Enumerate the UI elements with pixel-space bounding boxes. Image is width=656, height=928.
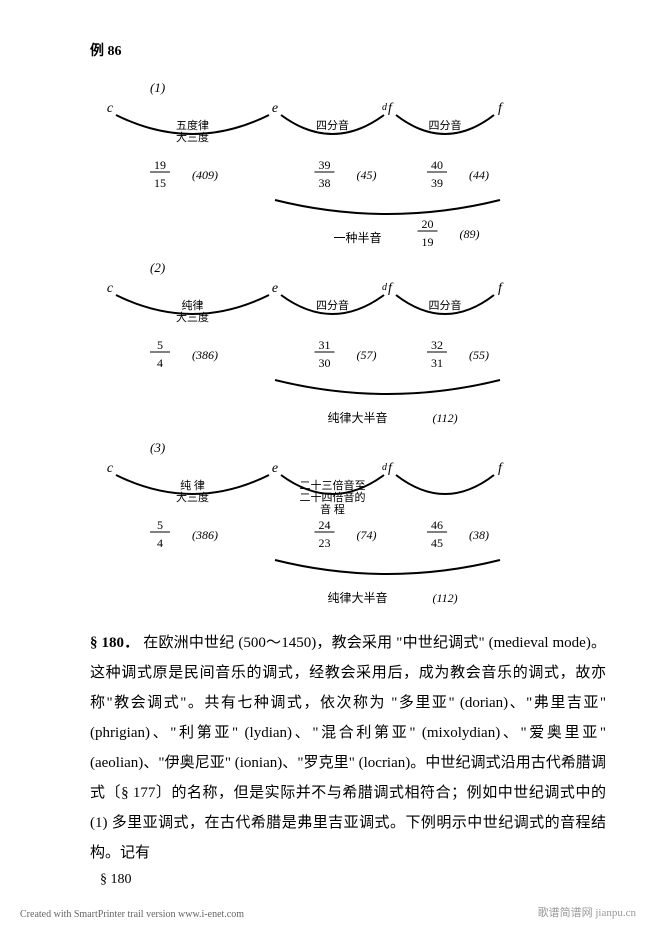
interval-label: 四分音: [429, 298, 462, 312]
fraction: 46 45 (38): [427, 518, 489, 550]
fraction: 40 39 (44): [427, 158, 489, 190]
interval-diagram: (3)cedff纯 律大三度二十三倍音至二十四倍音的音 程54(386)2423…: [90, 440, 606, 610]
interval-label: 纯 律: [180, 479, 205, 492]
svg-text:5: 5: [157, 518, 163, 532]
interval-label: 四分音: [429, 118, 462, 132]
svg-text:40: 40: [431, 158, 443, 172]
note-label: c: [107, 101, 114, 116]
svg-text:(45): (45): [357, 168, 377, 182]
section-number: § 180．: [90, 635, 139, 651]
diagram-number: (2): [150, 260, 606, 276]
top-arcs: cedff纯 律大三度二十三倍音至二十四倍音的音 程54(386)2423(74…: [90, 460, 520, 555]
note-label: f: [388, 461, 394, 476]
bottom-arc: 纯律大半音 (112): [90, 555, 520, 610]
svg-text:19: 19: [422, 235, 434, 249]
interval-label: 纯律: [182, 299, 204, 312]
svg-text:4: 4: [157, 536, 163, 550]
svg-text:(44): (44): [469, 168, 489, 182]
fraction: 5 4 (386): [150, 518, 218, 550]
fraction: 24 23 (74): [315, 518, 377, 550]
top-arcs: cedff纯律大三度四分音四分音54(386)3130(57)3231(55): [90, 280, 520, 375]
svg-text:38: 38: [319, 176, 331, 190]
printer-note: Created with SmartPrinter trail version …: [20, 909, 244, 920]
arc-icon: [275, 380, 500, 394]
svg-text:39: 39: [319, 158, 331, 172]
body-paragraph: § 180． 在欧洲中世纪 (500～1450)，教会采用 "中世纪调式" (m…: [90, 628, 606, 868]
svg-text:23: 23: [319, 536, 331, 550]
interval-label: 二十三倍音至: [300, 478, 366, 492]
note-label: f: [498, 461, 504, 476]
svg-text:19: 19: [154, 158, 166, 172]
bottom-arc: 一种半音 20 19 (89): [90, 195, 520, 250]
interval-diagram: (2)cedff纯律大三度四分音四分音54(386)3130(57)3231(5…: [90, 260, 606, 430]
svg-text:24: 24: [319, 518, 331, 532]
svg-text:4: 4: [157, 356, 163, 370]
interval-label: 二十四倍音的: [300, 490, 366, 504]
interval-diagram: (1)cedff五度律大三度四分音四分音1915(409)3938(45)403…: [90, 80, 606, 250]
note-label: f: [388, 281, 394, 296]
bottom-label: 纯律大半音: [327, 410, 387, 425]
diagram-number: (1): [150, 80, 606, 96]
svg-text:(74): (74): [357, 528, 377, 542]
page: 例 86 (1)cedff五度律大三度四分音四分音1915(409)3938(4…: [0, 0, 656, 888]
interval-label: 大三度: [176, 490, 209, 504]
svg-text:15: 15: [154, 176, 166, 190]
svg-text:(55): (55): [469, 348, 489, 362]
svg-text:(386): (386): [192, 348, 218, 362]
bottom-label: 一种半音: [333, 230, 381, 245]
fraction: 32 31 (55): [427, 338, 489, 370]
interval-label: 大三度: [176, 130, 209, 144]
svg-text:(409): (409): [192, 168, 218, 182]
note-label: e: [272, 281, 278, 296]
watermark: 歌谱简谱网 jianpu.cn: [538, 904, 636, 920]
cents-label: (112): [433, 411, 458, 425]
note-label: c: [107, 461, 114, 476]
arc-icon: [396, 475, 494, 494]
interval-label: 四分音: [316, 118, 349, 132]
svg-text:(89): (89): [460, 227, 480, 241]
example-label: 例 86: [90, 40, 606, 60]
interval-label: 四分音: [316, 298, 349, 312]
page-footer: § 180: [100, 872, 132, 888]
diagram-number: (3): [150, 440, 606, 456]
arc-icon: [275, 200, 500, 214]
bottom-arc: 纯律大半音 (112): [90, 375, 520, 430]
fraction: 31 30 (57): [315, 338, 377, 370]
paragraph-text: 在欧洲中世纪 (500～1450)，教会采用 "中世纪调式" (medieval…: [90, 635, 606, 861]
svg-text:45: 45: [431, 536, 443, 550]
cents-label: (112): [433, 591, 458, 605]
svg-text:20: 20: [422, 217, 434, 231]
svg-text:(386): (386): [192, 528, 218, 542]
svg-text:(38): (38): [469, 528, 489, 542]
svg-text:31: 31: [319, 338, 331, 352]
svg-text:30: 30: [319, 356, 331, 370]
diagram-container: (1)cedff五度律大三度四分音四分音1915(409)3938(45)403…: [90, 80, 606, 610]
note-label: e: [272, 101, 278, 116]
top-arcs: cedff五度律大三度四分音四分音1915(409)3938(45)4039(4…: [90, 100, 520, 195]
note-label: e: [272, 461, 278, 476]
note-label: f: [388, 101, 394, 116]
svg-text:5: 5: [157, 338, 163, 352]
fraction: 39 38 (45): [315, 158, 377, 190]
svg-text:31: 31: [431, 356, 443, 370]
interval-label: 音 程: [320, 502, 345, 516]
bottom-label: 纯律大半音: [327, 590, 387, 605]
arc-icon: [275, 560, 500, 574]
note-label: f: [498, 101, 504, 116]
fraction: 19 15 (409): [150, 158, 218, 190]
svg-text:39: 39: [431, 176, 443, 190]
svg-text:32: 32: [431, 338, 443, 352]
svg-text:46: 46: [431, 518, 443, 532]
note-label: c: [107, 281, 114, 296]
note-label: f: [498, 281, 504, 296]
fraction: 20 19 (89): [418, 217, 480, 249]
svg-text:(57): (57): [357, 348, 377, 362]
interval-label: 五度律: [176, 118, 209, 132]
interval-label: 大三度: [176, 310, 209, 324]
fraction: 5 4 (386): [150, 338, 218, 370]
